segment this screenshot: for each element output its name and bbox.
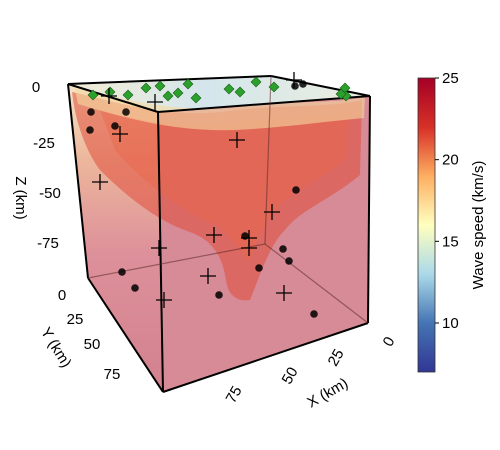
y-tick-label: 75: [104, 366, 121, 383]
event-circle-marker: [279, 245, 287, 253]
event-circle-marker: [285, 257, 293, 265]
edge-top-back-right: [270, 75, 371, 97]
velocity-anomaly-core: [100, 110, 350, 262]
box-edges: [67, 75, 371, 393]
station-diamond-marker: [182, 78, 194, 90]
station-diamond-marker: [234, 86, 246, 98]
station-diamond-marker: [140, 82, 152, 94]
event-cross-marker: [112, 126, 128, 142]
edge-right-vertical: [367, 95, 371, 324]
event-circle-marker: [291, 82, 299, 90]
event-circle-marker: [122, 108, 130, 116]
marker-layer: [86, 72, 352, 318]
edge-top-right: [157, 95, 371, 113]
event-cross-marker: [156, 292, 172, 308]
edge-left-vertical: [67, 83, 89, 279]
station-diamond-marker: [162, 90, 174, 102]
z-tick-label: 0: [32, 79, 40, 96]
event-cross-marker: [92, 174, 108, 190]
event-cross-marker: [229, 132, 245, 148]
colorbar-tick-label: 25: [442, 70, 459, 87]
x-tick-label: 0: [380, 334, 399, 350]
event-cross-marker: [276, 285, 292, 301]
y-tick-label: 25: [67, 311, 84, 328]
box-hidden-edges: [87, 75, 369, 324]
z-axis-label: Z (km): [12, 176, 29, 219]
station-diamond-marker: [268, 81, 280, 93]
edge-back-bottom-left: [87, 243, 266, 279]
x-tick-label: 50: [279, 364, 302, 387]
event-circle-marker: [241, 232, 249, 240]
x-tick-label: 25: [325, 346, 348, 369]
colorbar-label: Wave speed (km/s): [470, 161, 487, 290]
event-circle-marker: [131, 284, 139, 292]
station-diamond-marker: [250, 76, 262, 88]
event-cross-marker: [206, 227, 222, 243]
event-circle-marker: [310, 310, 318, 318]
colorbar-tick-label: 10: [442, 315, 459, 332]
edge-front-vertical: [157, 111, 164, 393]
edge-top-left: [67, 83, 159, 113]
station-diamond-marker: [172, 87, 184, 99]
edge-bottom-right: [162, 322, 369, 393]
station-diamond-marker: [87, 89, 99, 101]
event-circle-marker: [215, 291, 223, 299]
velocity-anomaly: [72, 92, 362, 301]
event-circle-marker: [111, 122, 119, 130]
event-cross-marker: [147, 94, 163, 110]
colorbar-tick-label: 15: [442, 233, 459, 250]
x-tick-label: 75: [223, 383, 246, 406]
station-diamond-marker: [335, 88, 347, 100]
event-cross-marker: [241, 240, 257, 256]
station-diamond-marker: [223, 83, 235, 95]
event-cross-marker: [101, 88, 117, 104]
event-cross-marker: [200, 268, 216, 284]
z-tick-label: -25: [33, 135, 55, 152]
edge-top-back-left: [67, 75, 272, 85]
event-cross-marker: [151, 240, 167, 256]
event-circle-marker: [299, 80, 307, 88]
colorbar-ticks: 25 20 15 10: [435, 70, 459, 332]
velocity-anomaly-shallow: [75, 88, 365, 131]
edge-bottom-left: [87, 277, 164, 393]
edge-back-vertical: [264, 75, 272, 245]
z-tick-label: -50: [39, 185, 61, 202]
event-cross-marker: [286, 72, 302, 88]
station-diamond-marker: [190, 92, 202, 104]
y-tick-label: 50: [84, 336, 101, 353]
colorbar-tick-label: 20: [442, 152, 459, 169]
station-diamond-marker: [104, 86, 116, 98]
y-tick-label: 0: [58, 287, 66, 304]
event-circle-marker: [86, 126, 94, 134]
event-circle-marker: [255, 264, 263, 272]
event-circle-marker: [118, 268, 126, 276]
event-cross-marker: [264, 204, 280, 220]
station-diamond-marker: [122, 89, 134, 101]
event-circle-marker: [87, 108, 95, 116]
colorbar: [417, 77, 436, 373]
x-axis-label: X (km): [304, 375, 351, 412]
event-circle-marker: [292, 186, 300, 194]
y-axis-label: Y (km): [37, 325, 75, 371]
edge-back-bottom-right: [264, 243, 369, 324]
z-tick-label: -75: [37, 235, 59, 252]
station-diamond-marker: [154, 80, 166, 92]
